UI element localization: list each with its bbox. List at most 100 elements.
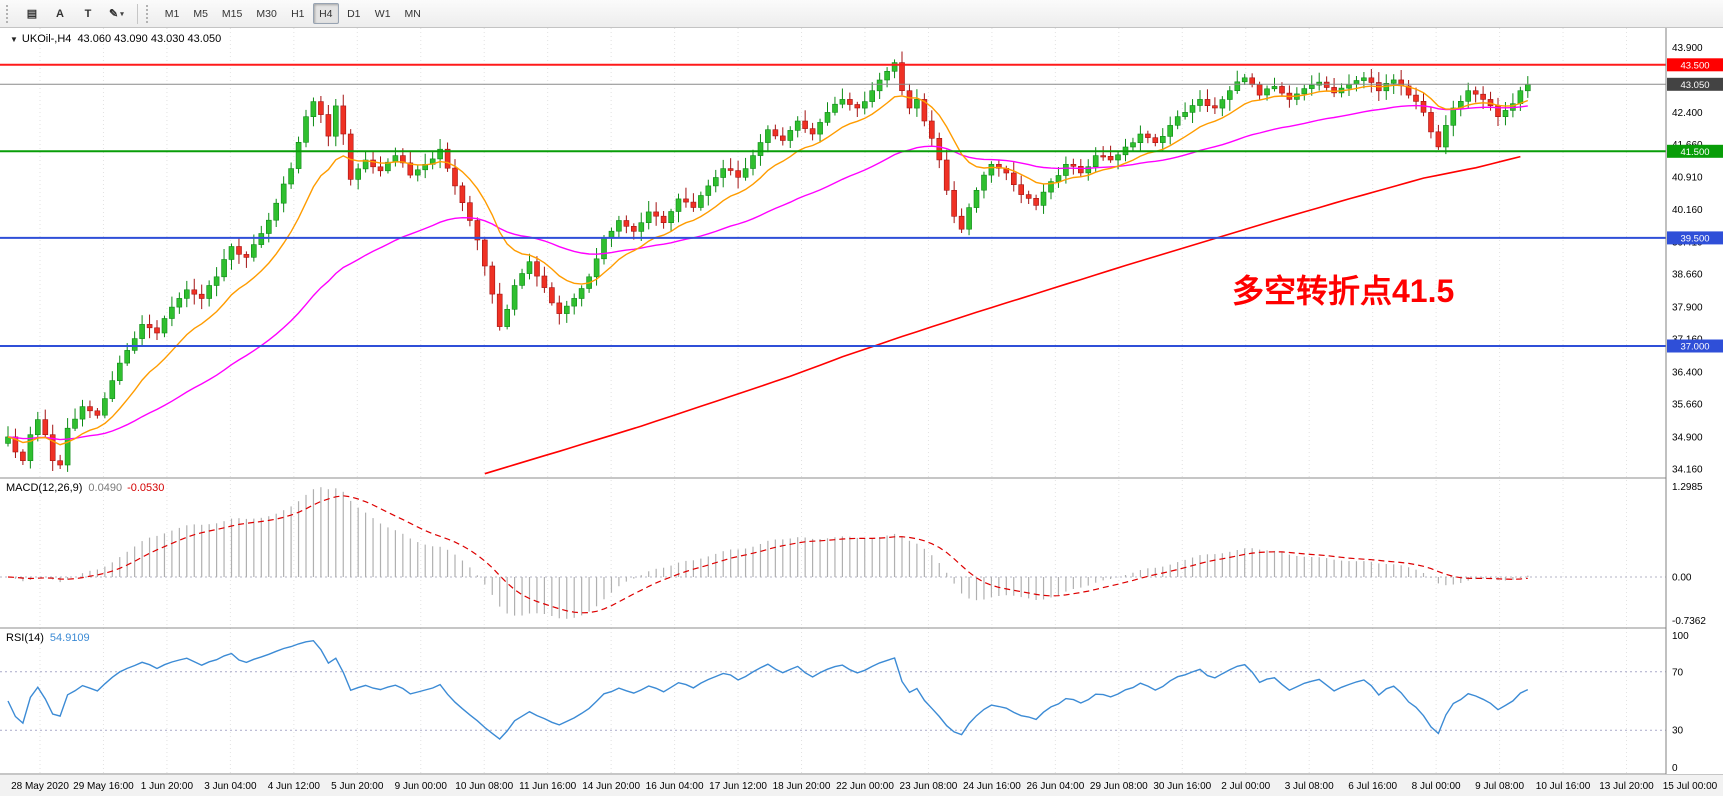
candle-body xyxy=(64,427,71,466)
candle-body xyxy=(534,261,540,277)
timeframe-d1-button[interactable]: D1 xyxy=(341,3,367,24)
candle-body xyxy=(332,105,339,137)
candle-body xyxy=(20,451,26,461)
candle-body xyxy=(49,434,56,462)
candle-body xyxy=(765,129,771,143)
candle-body xyxy=(578,288,585,299)
candle-body xyxy=(154,327,160,334)
candle-body xyxy=(832,103,838,113)
candle-body xyxy=(921,99,928,122)
candle-body xyxy=(1160,136,1166,143)
time-label: 8 Jul 00:00 xyxy=(1412,781,1461,792)
draw-tool-button[interactable]: ✎ ▾ xyxy=(103,3,130,24)
candle-body xyxy=(280,183,287,204)
timeframe-m5-button[interactable]: M5 xyxy=(187,3,214,24)
price-tick-label: 43.900 xyxy=(1672,43,1703,54)
candle-body xyxy=(742,168,749,178)
timeframe-w1-button[interactable]: W1 xyxy=(369,3,397,24)
timeframe-h1-button[interactable]: H1 xyxy=(285,3,311,24)
candle-body xyxy=(809,128,816,135)
candle-body xyxy=(973,190,980,208)
candle-body xyxy=(1316,81,1322,86)
price-tick-label: 34.160 xyxy=(1672,464,1703,475)
time-label: 11 Jun 16:00 xyxy=(519,781,577,792)
time-label: 4 Jun 12:00 xyxy=(268,781,321,792)
candle-body xyxy=(1241,77,1248,83)
candle-body xyxy=(705,185,712,196)
candle-body xyxy=(1525,83,1531,92)
time-label: 10 Jul 16:00 xyxy=(1536,781,1591,792)
timeframe-group: M1 M5 M15 M30 H1 H4 D1 W1 MN xyxy=(158,3,428,24)
support-price-tag xyxy=(1667,231,1723,245)
candle-body xyxy=(1346,83,1352,89)
candle-body xyxy=(1502,110,1509,118)
timeframe-m1-button[interactable]: M1 xyxy=(159,3,186,24)
price-tick-label: 36.400 xyxy=(1672,368,1703,379)
candle-body xyxy=(370,159,376,168)
candle-body xyxy=(645,211,652,223)
candle-body xyxy=(124,350,130,364)
candle-body xyxy=(1182,112,1188,117)
timeframe-m15-button[interactable]: M15 xyxy=(216,3,248,24)
candle-body xyxy=(444,148,451,169)
candle-body xyxy=(511,285,518,310)
candle-body xyxy=(1472,90,1479,95)
toolbar-grip[interactable] xyxy=(6,4,12,23)
pivot-price-tag xyxy=(1667,144,1723,158)
timeframe-m30-button[interactable]: M30 xyxy=(250,3,282,24)
candle-body xyxy=(824,112,831,123)
candle-body xyxy=(943,159,950,191)
candle-body xyxy=(660,215,667,223)
candle-body xyxy=(891,62,898,72)
candle-body xyxy=(265,219,272,234)
candle-body xyxy=(347,133,354,180)
current-price-price-tag-label: 43.050 xyxy=(1680,80,1709,91)
support-price-tag-label: 37.000 xyxy=(1680,342,1709,353)
text-tool-button[interactable]: T xyxy=(75,3,101,24)
rsi-scale-label: 30 xyxy=(1672,726,1684,737)
cursor-tool-button[interactable]: A xyxy=(47,3,73,24)
current-price-price-tag xyxy=(1667,77,1723,91)
candle-body xyxy=(1212,105,1218,109)
pivot-price-tag-label: 41.500 xyxy=(1680,147,1709,158)
candle-body xyxy=(981,174,987,191)
timeframe-toolbar-grip[interactable] xyxy=(145,4,152,23)
candle-body xyxy=(1167,125,1173,137)
candle-body xyxy=(303,116,309,143)
rsi-scale-label: 100 xyxy=(1672,631,1689,642)
candle-body xyxy=(117,362,123,382)
candle-body xyxy=(295,142,302,169)
timeframe-h4-button[interactable]: H4 xyxy=(312,3,339,24)
candle-body xyxy=(1092,155,1099,167)
candle-body xyxy=(1465,90,1471,102)
support-price-tag-label: 39.500 xyxy=(1680,233,1709,244)
time-label: 24 Jun 16:00 xyxy=(963,781,1021,792)
candle-body xyxy=(876,79,883,92)
candle-body xyxy=(1480,93,1486,100)
time-label: 10 Jun 08:00 xyxy=(455,781,513,792)
arrange-windows-button[interactable]: ▤ xyxy=(19,3,45,24)
chart-canvas[interactable]: 43.90042.40041.66040.91040.16039.41038.6… xyxy=(0,28,1723,796)
candle-body xyxy=(42,419,49,436)
candle-body xyxy=(1234,81,1241,91)
candle-body xyxy=(161,318,168,334)
candle-body xyxy=(556,302,563,314)
candle-body xyxy=(817,122,823,135)
candle-body xyxy=(1040,191,1047,206)
candle-body xyxy=(198,293,205,299)
candle-body xyxy=(1063,164,1069,176)
candle-body xyxy=(1301,88,1308,95)
candle-body xyxy=(727,168,734,171)
rsi-scale-label: 70 xyxy=(1672,667,1684,678)
time-label: 13 Jul 20:00 xyxy=(1599,781,1654,792)
candle-body xyxy=(169,306,175,319)
time-label: 30 Jun 16:00 xyxy=(1153,781,1211,792)
candle-body xyxy=(616,220,622,232)
candle-body xyxy=(1413,94,1419,102)
price-tick-label: 38.660 xyxy=(1672,270,1703,281)
candle-body xyxy=(653,211,659,217)
time-label: 26 Jun 04:00 xyxy=(1026,781,1084,792)
timeframe-mn-button[interactable]: MN xyxy=(399,3,427,24)
time-axis-background[interactable] xyxy=(0,775,1723,796)
